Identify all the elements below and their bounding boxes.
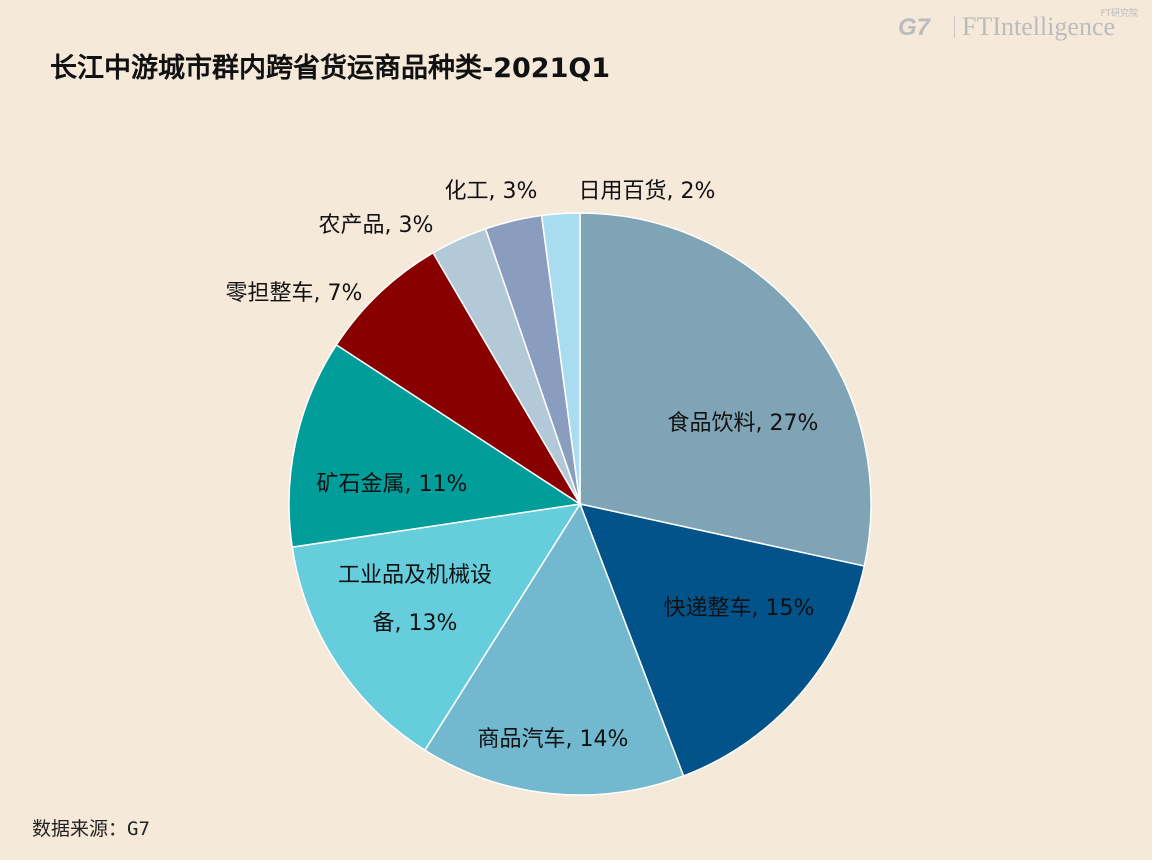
pie-label-5: 矿石金属, 11% xyxy=(317,472,468,497)
pie-slice-3 xyxy=(423,502,685,796)
g7-logo-text: G7 xyxy=(898,14,931,41)
ft-logo-text: FTIntelligence xyxy=(962,12,1116,41)
pie-label-1: 食品饮料, 27% xyxy=(668,411,819,436)
pie-label-3: 商品汽车, 14% xyxy=(478,727,629,752)
pie-label-line: 备, 13% xyxy=(373,611,458,636)
ft-logo-subtext: FT研究院 xyxy=(1100,9,1138,19)
pie-slice-5 xyxy=(288,343,583,548)
logo-divider xyxy=(954,16,955,38)
pie-label-4: 工业品及机械设备, 13% xyxy=(338,563,492,636)
pie-slice-9 xyxy=(540,212,581,505)
ft-intelligence-logo: G7 FTIntelligence FT研究院 xyxy=(898,6,1138,46)
pie-labels: 食品饮料, 27% 快递整车, 15% 商品汽车, 14% 工业品及机械设备, 13%… xyxy=(226,179,819,752)
pie-label-9: 日用百货, 2% xyxy=(579,179,716,204)
data-source-note: 数据来源：G7 xyxy=(32,818,150,840)
pie-label-6: 零担整车, 7% xyxy=(226,281,363,306)
pie-label-2: 快递整车, 15% xyxy=(664,596,815,621)
pie-slices xyxy=(288,212,872,796)
pie-label-8: 化工, 3% xyxy=(445,179,538,204)
pie-slice-1 xyxy=(579,212,872,567)
pie-slice-4 xyxy=(291,503,582,752)
pie-slice-6 xyxy=(335,251,581,505)
pie-label-7: 农产品, 3% xyxy=(319,213,434,238)
pie-label-line: 工业品及机械设 xyxy=(338,563,492,588)
pie-slice-2 xyxy=(578,502,866,777)
chart-title: 长江中游城市群内跨省货运商品种类-2021Q1 xyxy=(50,53,611,84)
